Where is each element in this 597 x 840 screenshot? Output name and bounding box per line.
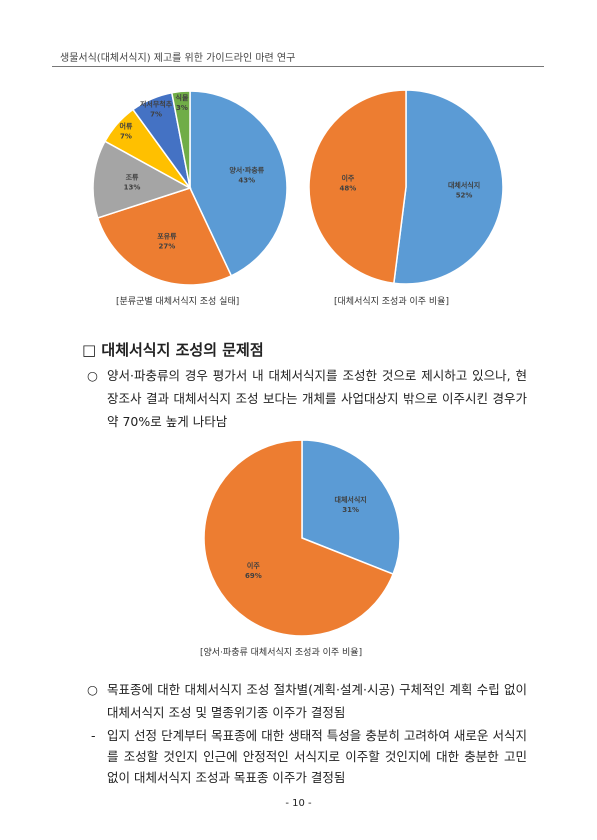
- paragraph-text: 양서·파충류의 경우 평가서 내 대체서식지를 조성한 것으로 제시하고 있으나…: [107, 368, 527, 429]
- chart-caption: [대체서식지 조성과 이주 비율]: [334, 297, 449, 307]
- slice-label: 어류: [120, 122, 133, 131]
- slice-label: 포유류: [157, 231, 177, 240]
- slice-label: 이주: [247, 561, 260, 570]
- slice-value-label: 52%: [456, 192, 473, 200]
- pie-slice: [301, 439, 401, 576]
- bullet: -: [91, 728, 96, 743]
- pie-slice: [96, 187, 233, 286]
- paragraph-text: 목표종에 대한 대체서식지 조성 절차별(계획·설계·시공) 구체적인 계획 수…: [107, 682, 527, 720]
- pie-slice: [170, 90, 191, 189]
- pie-slice: [203, 439, 395, 637]
- paragraph: ○ 양서·파충류의 경우 평가서 내 대체서식지를 조성한 것으로 제시하고 있…: [87, 364, 527, 433]
- slice-value-label: 13%: [124, 184, 141, 192]
- chart-caption: [분류군별 대체서식지 조성 실태]: [116, 297, 240, 307]
- slice-value-label: 27%: [159, 242, 176, 250]
- pie-slice: [393, 89, 504, 285]
- bullet: ○: [87, 682, 98, 697]
- slice-value-label: 7%: [150, 111, 162, 119]
- chart-caption: [양서·파충류 대체서식지 조성과 이주 비율]: [200, 648, 363, 658]
- pie-slice: [92, 140, 192, 219]
- slice-value-label: 69%: [245, 572, 262, 580]
- slice-label: 대체서식지: [448, 181, 480, 190]
- slice-value-label: 48%: [340, 184, 357, 192]
- slice-value-label: 31%: [342, 506, 359, 514]
- paragraph-text: 입지 선정 단계부터 목표종에 대한 생태적 특성을 충분히 고려하여 새로운 …: [107, 728, 527, 785]
- slice-label: 식물: [176, 93, 189, 102]
- page-number: - 10 -: [285, 798, 312, 809]
- pie-slice: [189, 90, 288, 277]
- slice-label: 이주: [341, 173, 354, 182]
- slice-value-label: 7%: [120, 133, 132, 141]
- slice-label: 조류: [126, 173, 139, 182]
- paragraph: - 입지 선정 단계부터 목표종에 대한 생태적 특성을 충분히 고려하여 새로…: [91, 725, 527, 788]
- pie-slice: [308, 89, 407, 285]
- slice-label: 저서무척추: [140, 100, 173, 109]
- header-title: 생물서식(대체서식지) 제고를 위한 가이드라인 마련 연구: [60, 53, 296, 64]
- slice-label: 대체서식지: [335, 495, 367, 504]
- section-heading: □ 대체서식지 조성의 문제점: [82, 341, 264, 359]
- slice-label: 양서·파충류: [229, 165, 264, 174]
- slice-value-label: 3%: [176, 104, 188, 112]
- header-rule: [52, 66, 544, 67]
- bullet: ○: [87, 368, 98, 383]
- paragraph: ○ 목표종에 대한 대체서식지 조성 절차별(계획·설계·시공) 구체적인 계획…: [87, 678, 527, 724]
- slice-value-label: 43%: [238, 176, 255, 184]
